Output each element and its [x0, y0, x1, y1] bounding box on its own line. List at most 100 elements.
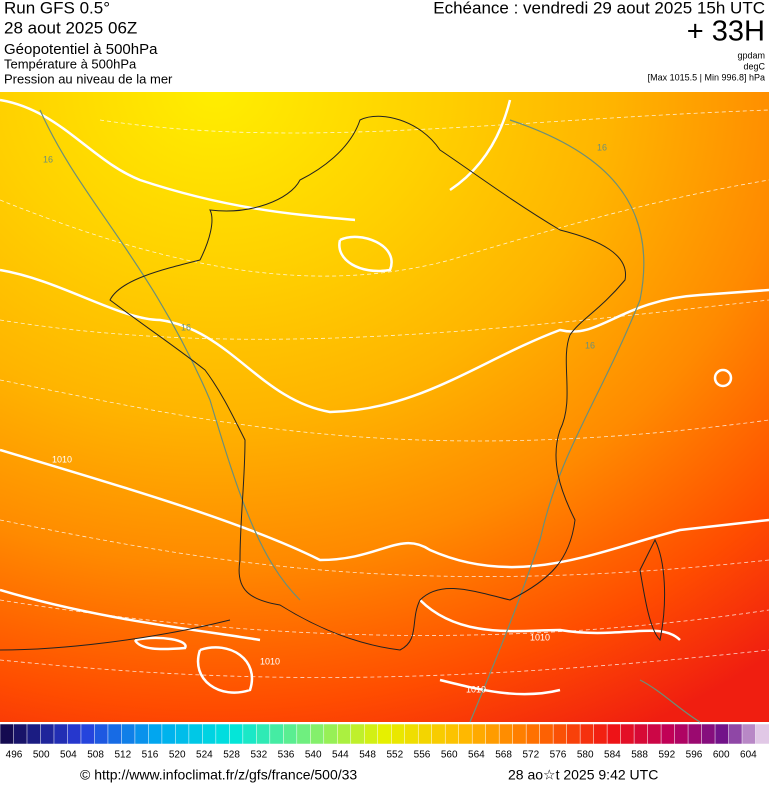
contour-label: 16: [585, 340, 595, 350]
color-box: [417, 723, 433, 745]
color-box: [202, 723, 217, 745]
isobar: [0, 98, 769, 696]
colorbar-tick-label: 560: [441, 750, 458, 761]
color-box: [674, 723, 689, 745]
color-box: [215, 723, 230, 745]
color-box: [512, 723, 527, 745]
color-box: [134, 723, 149, 745]
color-box: [498, 723, 514, 745]
color-box: [552, 723, 568, 745]
colorbar-tick-label: 584: [604, 750, 621, 761]
coastline: [0, 115, 666, 651]
color-box: [310, 723, 325, 745]
color-box: [660, 723, 676, 745]
color-box: [404, 723, 419, 745]
colorbar-tick-label: 552: [386, 750, 403, 761]
color-box: [283, 723, 298, 745]
colorbar-tick-label: 596: [686, 750, 703, 761]
colorbar-tick-label: 516: [142, 750, 159, 761]
color-box: [755, 723, 769, 745]
color-box: [67, 723, 82, 745]
color-box: [593, 723, 608, 745]
color-box: [26, 723, 42, 745]
color-box: [256, 723, 271, 745]
colorbar-tick-label: 532: [250, 750, 267, 761]
color-box: [525, 723, 541, 745]
colorbar-tick-label: 568: [495, 750, 512, 761]
colorbar-tick-label: 500: [33, 750, 50, 761]
colorbar-tick-label: 556: [414, 750, 431, 761]
colorbar-tick-label: 588: [631, 750, 648, 761]
color-box: [161, 723, 176, 745]
colorbar-tick-label: 496: [6, 750, 23, 761]
color-box: [40, 723, 55, 745]
colorbar-tick-label: 600: [713, 750, 730, 761]
run-date: 28 aout 2025 06Z: [4, 18, 137, 37]
lead-time: + 33H: [687, 16, 765, 48]
colorbar-tick-label: 524: [196, 750, 213, 761]
color-box: [539, 723, 554, 745]
isotherm: [39, 109, 701, 723]
colorbar-tick-label: 540: [305, 750, 322, 761]
color-box: [242, 723, 257, 745]
color-box: [741, 723, 757, 745]
contour-label: 1010: [466, 684, 486, 694]
color-box: [175, 723, 190, 745]
color-box: [471, 723, 487, 745]
color-box: [458, 723, 473, 745]
color-box: [620, 723, 635, 745]
color-box: [728, 723, 743, 745]
unit: degC: [743, 61, 765, 71]
color-box: [377, 723, 392, 745]
color-box: [444, 723, 460, 745]
contour-label: 16: [181, 322, 191, 332]
color-box: [701, 723, 716, 745]
color-box: [687, 723, 703, 745]
color-box: [107, 723, 122, 745]
generated: 28 ao☆t 2025 9:42 UTC: [508, 767, 658, 783]
color-box: [633, 723, 649, 745]
colorbar-tick-label: 536: [278, 750, 295, 761]
contour-labels: 16 16 16 16 1010 1010 1010 1010: [43, 142, 607, 694]
color-box: [579, 723, 595, 745]
colorbar-tick-label: 548: [359, 750, 376, 761]
color-box: [714, 723, 730, 745]
contour-label: 1010: [530, 632, 550, 642]
color-box: [364, 723, 379, 745]
pressure-range: [Max 1015.5 | Min 996.8] hPa: [648, 72, 765, 82]
color-box: [121, 723, 136, 745]
layer: Température à 500hPa: [4, 56, 137, 71]
contour-label: 1010: [52, 454, 72, 464]
color-box: [350, 723, 365, 745]
colorbar-tick-label: 504: [60, 750, 77, 761]
color-box: [269, 723, 284, 745]
color-box: [80, 723, 95, 745]
colorbar-tick-label: 604: [740, 750, 757, 761]
valid-time: Echéance : vendredi 29 aout 2025 15h UTC: [433, 0, 765, 17]
color-box: [431, 723, 446, 745]
colorbar-tick-label: 512: [114, 750, 131, 761]
colorbar-tick-label: 508: [87, 750, 104, 761]
colorbar-tick-label: 580: [577, 750, 594, 761]
color-box: [390, 723, 406, 745]
field: [0, 92, 769, 722]
color-box: [296, 723, 311, 745]
color-box: [337, 723, 352, 745]
color-box: [485, 723, 500, 745]
layer: Pression au niveau de la mer: [4, 71, 173, 86]
colorbar-tick-label: 592: [658, 750, 675, 761]
color-box: [229, 723, 244, 745]
colorbar-tick-label: 528: [223, 750, 240, 761]
colorbar-tick-label: 564: [468, 750, 485, 761]
run: Run GFS 0.5°: [4, 0, 110, 17]
layer: Géopotentiel à 500hPa: [4, 41, 158, 58]
color-box: [566, 723, 581, 745]
color-box: [13, 723, 28, 745]
contour-label: 1010: [260, 656, 280, 666]
map: [0, 92, 769, 723]
unit: gpdam: [737, 50, 765, 60]
color-box: [0, 723, 15, 745]
color-box: [188, 723, 203, 745]
geopotential-contour: [0, 109, 769, 678]
